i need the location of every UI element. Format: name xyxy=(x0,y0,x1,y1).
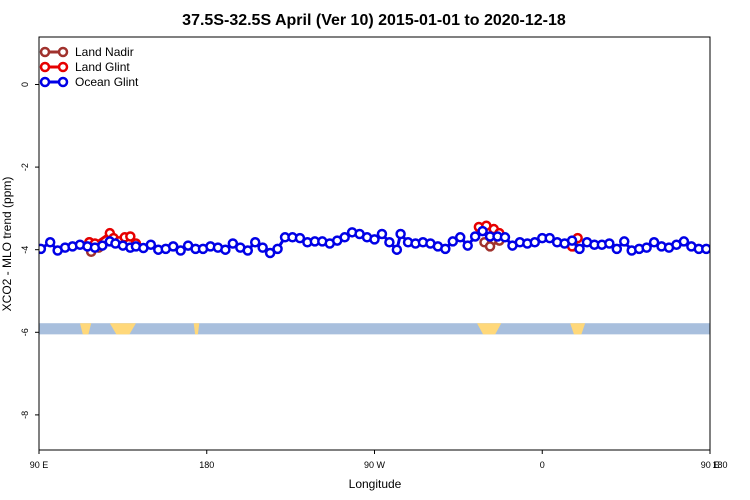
point-ocean-glint-32 xyxy=(272,243,283,255)
point-ocean-glint-49 xyxy=(395,228,406,240)
point-ocean-glint-31 xyxy=(264,247,276,259)
y-tick-label-3: -6 xyxy=(20,328,30,336)
legend-marker-left-land-nadir xyxy=(39,46,51,58)
map-band xyxy=(39,323,710,335)
chart-title: 37.5S-32.5S April (Ver 10) 2015-01-01 to… xyxy=(182,12,566,29)
point-ocean-glint-8 xyxy=(97,240,108,251)
point-ocean-glint-55 xyxy=(440,243,451,255)
map-ocean-band xyxy=(39,323,710,335)
legend-marker-right-land-glint xyxy=(57,61,69,73)
point-ocean-glint-87 xyxy=(678,236,690,247)
point-ocean-glint-29 xyxy=(249,237,261,248)
point-ocean-glint-19 xyxy=(175,245,186,256)
point-land-glint-6 xyxy=(125,231,136,242)
point-ocean-glint-63 xyxy=(499,232,511,243)
map-land-segment-4 xyxy=(570,323,586,335)
point-ocean-glint-58 xyxy=(462,240,473,251)
legend-item-ocean-glint: Ocean Glint xyxy=(39,75,139,89)
x-tick-label-4: 90 E xyxy=(701,460,720,470)
point-ocean-glint-72 xyxy=(566,235,578,246)
point-ocean-glint-48 xyxy=(391,244,403,255)
point-ocean-glint-67 xyxy=(529,237,541,248)
point-ocean-glint-59 xyxy=(469,231,481,242)
point-ocean-glint-60 xyxy=(477,225,488,237)
x-tick-label-1: 180 xyxy=(199,460,214,470)
point-ocean-glint-57 xyxy=(454,232,466,243)
map-land-segment-0 xyxy=(80,323,92,335)
legend-marker-left-ocean-glint xyxy=(39,76,51,88)
y-tick-label-4: -8 xyxy=(20,411,30,419)
point-ocean-glint-82 xyxy=(641,242,652,253)
point-ocean-glint-25 xyxy=(220,244,231,255)
map-land-segment-2 xyxy=(193,323,200,335)
point-ocean-glint-18 xyxy=(167,241,179,252)
legend-marker-right-ocean-glint xyxy=(57,76,69,88)
x-tick-label-extra: 180 xyxy=(712,460,727,470)
legend-label-land-glint: Land Glint xyxy=(75,60,130,74)
point-ocean-glint-45 xyxy=(369,234,380,245)
point-ocean-glint-56 xyxy=(447,236,459,247)
point-ocean-glint-78 xyxy=(611,243,623,255)
y-tick-label-2: -4 xyxy=(20,246,30,254)
y-axis-label: XCO2 - MLO trend (ppm) xyxy=(0,177,14,312)
point-ocean-glint-26 xyxy=(227,238,239,249)
point-ocean-glint-79 xyxy=(619,236,630,247)
point-ocean-glint-46 xyxy=(376,228,388,240)
point-ocean-glint-35 xyxy=(294,232,306,244)
legend-item-land-nadir: Land Nadir xyxy=(39,45,134,59)
point-land-nadir-5 xyxy=(484,241,496,252)
x-tick-label-0: 90 E xyxy=(30,460,49,470)
point-ocean-glint-28 xyxy=(242,245,254,256)
y-tick-label-0: 0 xyxy=(20,82,30,87)
series-ocean-glint xyxy=(39,225,710,259)
x-tick-label-2: 90 W xyxy=(364,460,386,470)
point-ocean-glint-90 xyxy=(701,243,710,255)
point-ocean-glint-83 xyxy=(648,237,660,248)
point-ocean-glint-77 xyxy=(604,238,615,249)
y-tick-label-1: -2 xyxy=(20,163,30,171)
legend-marker-left-land-glint xyxy=(39,61,51,73)
legend-label-ocean-glint: Ocean Glint xyxy=(75,75,139,89)
legend: Land Nadir Land Glint Ocean Glint xyxy=(39,45,139,89)
point-ocean-glint-30 xyxy=(257,242,268,253)
point-ocean-glint-15 xyxy=(145,239,157,250)
point-ocean-glint-41 xyxy=(339,232,350,243)
point-ocean-glint-0 xyxy=(39,243,47,255)
map-land-segment-3 xyxy=(477,323,502,335)
legend-label-land-nadir: Land Nadir xyxy=(75,45,134,59)
point-ocean-glint-47 xyxy=(384,237,395,248)
point-ocean-glint-73 xyxy=(574,243,585,255)
x-axis-label: Longitude xyxy=(349,477,402,491)
series-layer xyxy=(39,220,710,259)
map-land-segment-1 xyxy=(109,323,136,335)
legend-marker-right-land-nadir xyxy=(57,46,69,58)
legend-item-land-glint: Land Glint xyxy=(39,60,130,74)
point-ocean-glint-69 xyxy=(544,232,555,244)
point-ocean-glint-1 xyxy=(44,237,56,248)
x-tick-label-3: 0 xyxy=(540,460,545,470)
